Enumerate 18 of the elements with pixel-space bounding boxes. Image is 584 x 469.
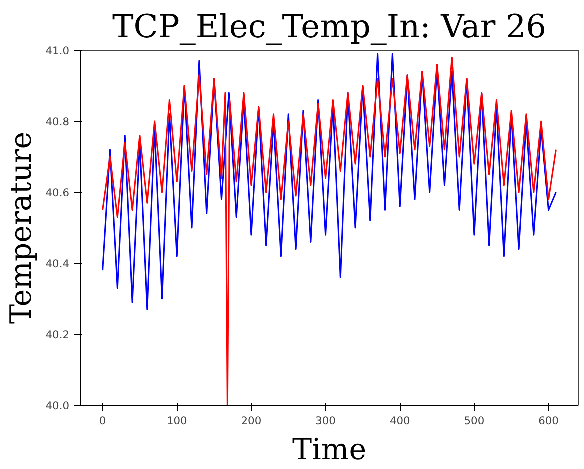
x-tick-label: 600 <box>538 414 560 428</box>
x-tick-label: 300 <box>316 414 336 428</box>
y-tick-label: 40.2 <box>46 328 70 342</box>
x-tick-label: 200 <box>241 414 262 428</box>
line-series <box>102 53 557 310</box>
y-axis-title: Temperature <box>4 132 38 324</box>
chart-title: TCP_Elec_Temp_In: Var 26 <box>112 8 547 46</box>
y-tick-label: 40.8 <box>46 116 70 128</box>
y-tick-label: 40.4 <box>46 258 70 270</box>
y-tick-label: 40.0 <box>46 400 70 412</box>
x-tick-label: 0 <box>99 414 106 428</box>
x-tick-label: 100 <box>166 414 188 428</box>
y-tick-label: 41.0 <box>46 44 70 58</box>
x-tick-label: 500 <box>464 414 485 428</box>
y-tick-label: 40.6 <box>46 186 70 200</box>
line-series <box>102 56 557 406</box>
x-tick-label: 400 <box>390 414 410 428</box>
x-axis-title: Time <box>292 432 367 466</box>
